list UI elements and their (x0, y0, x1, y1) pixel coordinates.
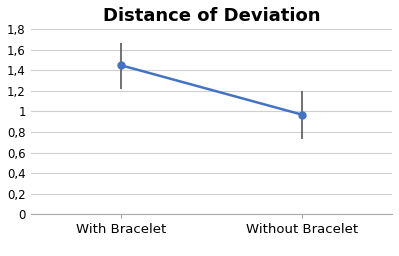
Title: Distance of Deviation: Distance of Deviation (103, 7, 320, 25)
